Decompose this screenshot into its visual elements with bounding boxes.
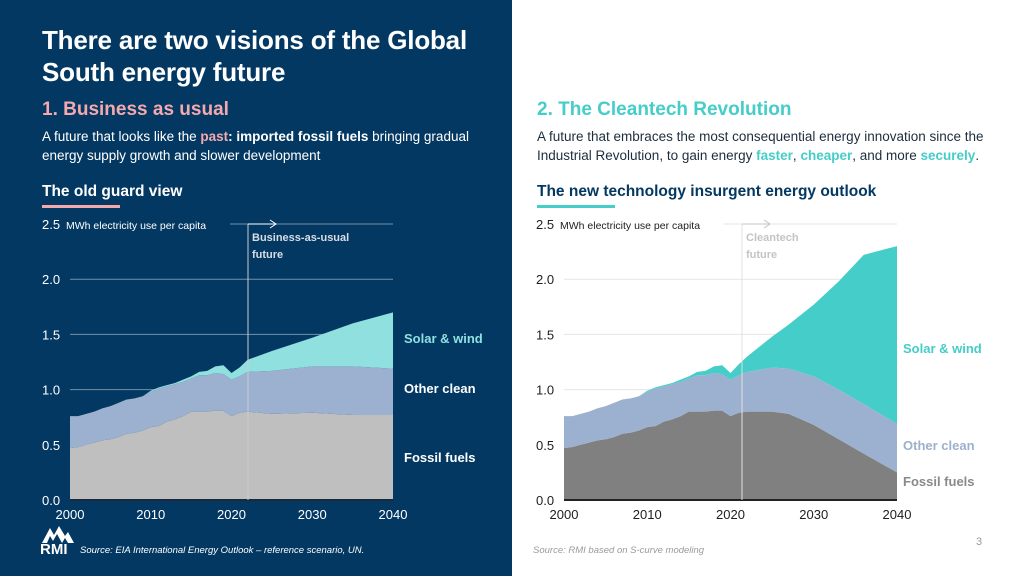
left-y-tick-label: 2.0 [42, 272, 60, 287]
right-x-tick-label: 2000 [550, 507, 579, 522]
rmi-logo-text: RMI [40, 541, 68, 558]
desc-sep: , and more [852, 148, 921, 163]
desc-highlight-past: past [200, 129, 229, 144]
rmi-logo-icon [42, 526, 74, 543]
right-area-solar-wind [564, 246, 897, 424]
left-x-tick-label: 2040 [379, 507, 408, 522]
right-x-tick-label: 2020 [716, 507, 745, 522]
title-underline [42, 205, 120, 208]
title-underline [537, 205, 615, 208]
left-legend-label: Other clean [404, 381, 476, 396]
left-area-other-clean [70, 366, 393, 449]
left-y-tick-label: 2.5 [42, 217, 60, 232]
desc-text-end: bringing gradual energy supply growth an… [42, 129, 469, 163]
desc-text: A future that embraces the most conseque… [537, 129, 984, 163]
desc-text: A future that looks like the [42, 129, 201, 144]
cleantech-description: A future that embraces the most conseque… [537, 127, 1017, 165]
left-annotation-text: Business-as-usual [252, 232, 349, 244]
right-y-tick-label: 0.5 [536, 438, 554, 453]
business-as-usual-description: A future that looks like the past: impor… [42, 127, 482, 165]
source-note-right: Source: RMI based on S-curve modeling [533, 545, 705, 556]
left-area-solar-wind [70, 312, 393, 417]
section-title-business-as-usual: 1. Business as usual [42, 99, 229, 120]
page-title: There are two visions of the Global Sout… [42, 25, 467, 87]
left-x-tick-label: 2030 [298, 507, 327, 522]
right-y-tick-label: 2.0 [536, 272, 554, 287]
page-number: 3 [976, 536, 983, 548]
right-annotation-text: future [746, 249, 777, 261]
chart-title-new-technology: The new technology insurgent energy outl… [537, 183, 877, 200]
left-x-tick-label: 2000 [56, 507, 85, 522]
left-annotation-text: future [252, 249, 283, 261]
source-note-left: Source: EIA International Energy Outlook… [80, 545, 365, 556]
left-y-tick-label: 0.5 [42, 438, 60, 453]
right-annotation-text: Cleantech [746, 232, 799, 244]
desc-highlight-cheaper: cheaper [800, 148, 853, 163]
left-y-tick-label: 0.0 [42, 493, 60, 508]
desc-highlight-securely: securely [920, 148, 976, 163]
right-y-axis-label: MWh electricity use per capita [560, 220, 700, 232]
left-y-tick-label: 1.0 [42, 383, 60, 398]
right-area-other-clean [564, 367, 897, 473]
right-legend-label: Other clean [903, 438, 975, 453]
left-legend-label: Solar & wind [404, 331, 483, 346]
right-y-tick-label: 1.0 [536, 383, 554, 398]
right-legend-label: Fossil fuels [903, 474, 975, 489]
left-area-fossil-fuels [70, 410, 393, 500]
right-x-tick-label: 2030 [799, 507, 828, 522]
left-x-tick-label: 2020 [217, 507, 246, 522]
left-y-axis-label: MWh electricity use per capita [66, 220, 206, 232]
right-arrow-head-icon [763, 219, 771, 229]
right-x-tick-label: 2040 [883, 507, 912, 522]
desc-sep: , [792, 148, 801, 163]
right-area-fossil-fuels [564, 410, 897, 500]
chart-title-old-guard: The old guard view [42, 183, 183, 200]
left-x-tick-label: 2010 [136, 507, 165, 522]
right-x-tick-label: 2010 [633, 507, 662, 522]
desc-end: . [975, 148, 980, 163]
right-legend-label: Solar & wind [903, 341, 982, 356]
left-y-tick-label: 1.5 [42, 327, 60, 342]
right-y-tick-label: 0.0 [536, 493, 554, 508]
desc-colon: : [228, 129, 237, 144]
right-y-tick-label: 2.5 [536, 217, 554, 232]
left-arrow-head-icon [269, 219, 277, 229]
section-title-cleantech: 2. The Cleantech Revolution [537, 99, 792, 120]
desc-highlight-faster: faster [756, 148, 793, 163]
desc-bold-imported-fossil-fuels: imported fossil fuels [236, 129, 369, 144]
right-y-tick-label: 1.5 [536, 327, 554, 342]
left-legend-label: Fossil fuels [404, 450, 476, 465]
